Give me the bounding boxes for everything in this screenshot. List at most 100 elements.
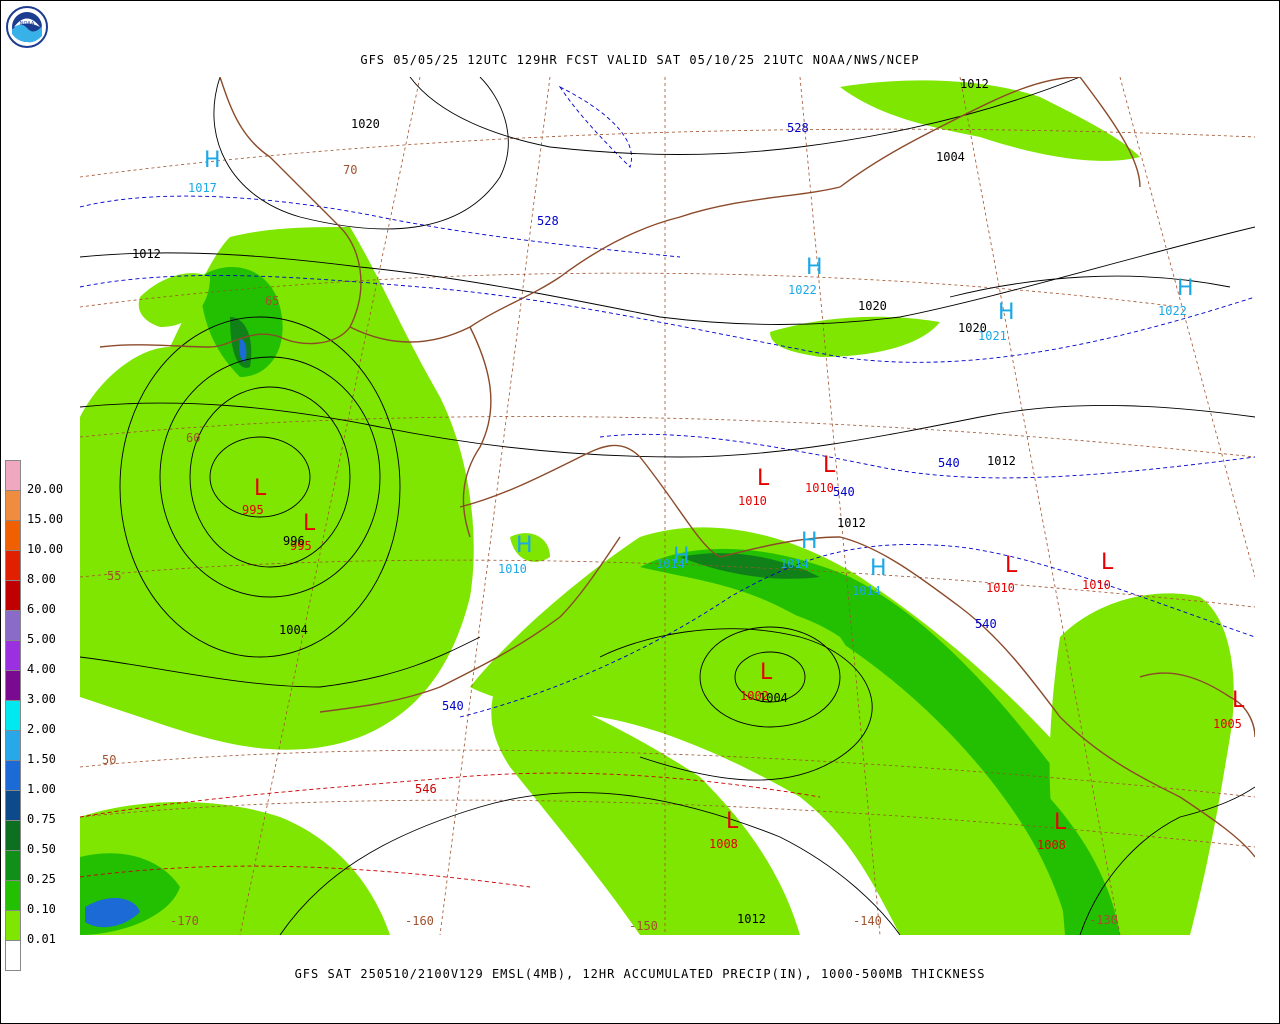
legend-label: 20.00 [27, 482, 64, 496]
low-pressure-value: 1010 [738, 494, 767, 508]
precip-area-north-strip [770, 316, 940, 357]
low-pressure-icon: L [254, 476, 267, 501]
isobar-label: 1004 [936, 150, 965, 164]
legend-label: 15.00 [27, 512, 64, 526]
low-pressure-value: 1010 [986, 581, 1015, 595]
thickness-label: 546 [415, 782, 437, 796]
legend-swatch [5, 550, 21, 581]
legend-swatch [5, 700, 21, 731]
latitude-label: 50 [102, 753, 117, 767]
legend-label: 6.00 [27, 602, 56, 616]
isobar-label: 1012 [737, 912, 766, 926]
thickness-label: 528 [537, 214, 559, 228]
legend-label: 2.00 [27, 722, 56, 736]
longitude-label: -170 [170, 914, 199, 928]
high-pressure-icon: H [806, 255, 823, 280]
latitude-label: 65 [265, 294, 280, 308]
legend-swatch [5, 880, 21, 911]
isobar-label: 1020 [858, 299, 887, 313]
precip-area-gulf-arc [470, 527, 1190, 935]
precip-area-southeast-band [1030, 777, 1120, 935]
legend-swatch [5, 910, 21, 941]
legend-label: 8.00 [27, 572, 56, 586]
longitude-label: -160 [405, 914, 434, 928]
precip-area-west [80, 227, 474, 750]
map-title: GFS 05/05/25 12UTC 129HR FCST VALID SAT … [360, 53, 920, 67]
precip-area-southwest-peak [85, 897, 140, 928]
legend-label: 0.10 [27, 902, 56, 916]
high-pressure-icon: H [673, 544, 690, 569]
high-pressure-icon: H [204, 148, 221, 173]
isobars [80, 77, 1255, 935]
thickness-label: 540 [938, 456, 960, 470]
low-pressure-icon: L [1232, 688, 1245, 713]
low-pressure-value: 995 [242, 503, 264, 517]
low-pressure-icon: L [760, 660, 773, 685]
low-pressure-value: 1008 [1037, 838, 1066, 852]
low-pressure-icon: L [757, 466, 770, 491]
high-pressure-value: 1014 [780, 557, 809, 571]
thickness-label: 540 [833, 485, 855, 499]
high-pressure-icon: H [801, 529, 818, 554]
low-pressure-icon: L [1101, 550, 1114, 575]
legend-label: 10.00 [27, 542, 64, 556]
logo-text: NOAA [20, 21, 35, 27]
isobar-label: 1004 [279, 623, 308, 637]
high-pressure-icon: H [1177, 276, 1194, 301]
thickness-label: 540 [442, 699, 464, 713]
precip-area-west-peak [239, 339, 247, 362]
latitude-label: 55 [107, 569, 122, 583]
low-pressure-value: 1002 [740, 689, 769, 703]
noaa-logo-icon: NOAA [6, 6, 48, 48]
isobar-label: 1012 [960, 77, 989, 91]
legend-swatch [5, 610, 21, 641]
high-pressure-value: 1022 [788, 283, 817, 297]
precip-area-bering-islands [510, 533, 550, 562]
legend-swatch [5, 940, 21, 971]
thickness-contours [80, 85, 1255, 888]
precip-area-central-low [644, 603, 855, 754]
low-pressure-icon: L [823, 453, 836, 478]
precip-area-north-coast [840, 80, 1140, 161]
map-caption: GFS SAT 250510/2100V129 EMSL(4MB), 12HR … [294, 967, 986, 981]
low-pressure-value: 1010 [1082, 578, 1111, 592]
legend-swatch [5, 850, 21, 881]
legend-label: 1.00 [27, 782, 56, 796]
legend-label: 1.50 [27, 752, 56, 766]
legend-swatch [5, 730, 21, 761]
legend-label: 0.01 [27, 932, 56, 946]
legend-swatch [5, 670, 21, 701]
legend-label: 0.25 [27, 872, 56, 886]
legend-swatch [5, 460, 21, 491]
high-pressure-value: 1014 [852, 584, 881, 598]
low-pressure-value: 1005 [1213, 717, 1242, 731]
precip-area-southeast [1049, 593, 1234, 935]
map-area: H 1017 H 1022 H 1021 H 1022 H 1010 H 101… [80, 77, 1255, 935]
legend-swatch [5, 490, 21, 521]
precip-area-northwest [138, 273, 210, 327]
high-pressure-icon: H [998, 300, 1015, 325]
legend-swatch [5, 640, 21, 671]
legend-swatch [5, 820, 21, 851]
coastlines [99, 77, 1255, 858]
legend-swatch [5, 520, 21, 551]
low-pressure-icon: L [1054, 810, 1067, 835]
legend-label: 4.00 [27, 662, 56, 676]
latitude-label: 70 [343, 163, 358, 177]
thickness-label: 540 [975, 617, 997, 631]
latitude-label: 60 [186, 431, 201, 445]
legend-swatch [5, 760, 21, 791]
legend-label: 0.50 [27, 842, 56, 856]
low-pressure-icon: L [726, 809, 739, 834]
isobar-label: 1020 [351, 117, 380, 131]
thickness-label: 528 [787, 121, 809, 135]
longitude-label: -150 [629, 919, 658, 933]
legend-label: 5.00 [27, 632, 56, 646]
longitude-label: -130 [1089, 913, 1118, 927]
isobar-label: 1012 [132, 247, 161, 261]
legend-label: 3.00 [27, 692, 56, 706]
map-canvas [80, 77, 1255, 935]
isobar-label: 1004 [759, 691, 788, 705]
high-pressure-icon: H [870, 556, 887, 581]
